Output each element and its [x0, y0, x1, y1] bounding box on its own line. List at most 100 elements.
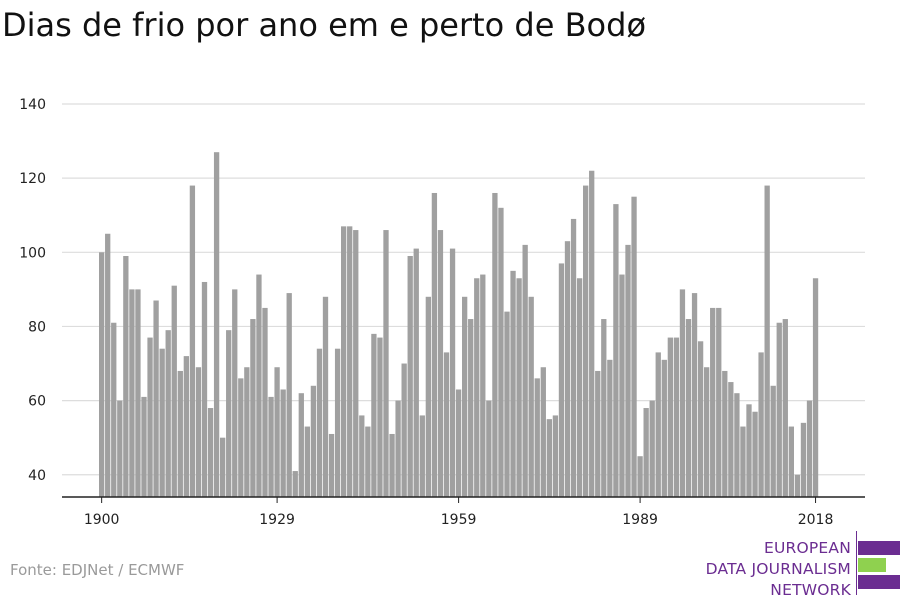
bar-2009	[758, 352, 764, 497]
x-tick-label: 1959	[441, 512, 477, 528]
bar-1964	[486, 400, 492, 497]
chart-title: Dias de frio por ano em e perto de Bodø	[2, 6, 647, 44]
bar-1949	[395, 400, 401, 497]
bar-1959	[455, 389, 462, 497]
bar-2010	[764, 185, 770, 497]
bar-1936	[316, 348, 323, 497]
bar-1955	[431, 192, 438, 497]
bar-2012	[776, 322, 782, 497]
bar-1921	[226, 330, 232, 497]
bar-1989	[637, 456, 643, 497]
bar-1968	[510, 270, 516, 497]
bar-1906	[135, 289, 141, 497]
bar-1963	[480, 274, 486, 497]
bar-1931	[286, 293, 292, 497]
bar-1956	[437, 230, 444, 497]
x-tick-label: 1929	[259, 512, 295, 528]
x-tick-label: 1900	[84, 512, 120, 528]
bar-1907	[141, 396, 147, 497]
bar-1958	[449, 248, 456, 497]
bar-2008	[752, 411, 758, 497]
bar-1927	[262, 307, 268, 497]
bar-1951	[407, 256, 413, 497]
bar-1977	[564, 241, 571, 497]
x-axis: 1900 1929 1959 1989 2018	[62, 496, 865, 528]
bar-1928	[268, 396, 274, 497]
bar-1910	[159, 348, 165, 497]
bar-1979	[576, 278, 583, 497]
bar-1967	[504, 311, 510, 497]
y-tick-label: 40	[28, 468, 46, 484]
bar-2014	[788, 426, 794, 497]
bar-1939	[334, 348, 341, 497]
bar-1962	[474, 278, 480, 497]
bar-1917	[201, 281, 208, 497]
bar-1926	[256, 274, 262, 497]
bar-1916	[195, 367, 202, 497]
edjnet-logo-text: EUROPEAN DATA JOURNALISM NETWORK	[690, 538, 851, 601]
bars	[99, 152, 819, 498]
bar-1943	[359, 415, 365, 497]
bar-1971	[528, 296, 534, 497]
bar-2015	[794, 474, 801, 497]
bar-1954	[425, 296, 431, 497]
bar-1914	[183, 356, 189, 497]
bar-1986	[619, 274, 625, 497]
x-tick-label: 2018	[798, 512, 834, 528]
bar-1937	[322, 296, 329, 497]
y-tick-label: 100	[19, 245, 46, 261]
bar-1976	[558, 263, 565, 497]
bar-2013	[782, 319, 788, 497]
bar-1952	[413, 248, 419, 497]
bar-1925	[250, 319, 256, 497]
bar-1972	[534, 378, 540, 497]
y-tick-label: 60	[28, 394, 46, 410]
x-tick-label: 1989	[622, 512, 658, 528]
source-note: Fonte: EDJNet / ECMWF	[10, 561, 185, 579]
bar-1900	[99, 252, 105, 497]
bar-2016	[800, 422, 807, 497]
bar-1991	[649, 400, 655, 497]
bar-2018	[812, 278, 819, 497]
bar-1993	[661, 359, 667, 497]
bar-1973	[540, 367, 546, 497]
bar-1924	[244, 367, 250, 497]
bar-1965	[492, 192, 498, 497]
bar-1960	[462, 296, 468, 497]
bar-1997	[685, 319, 692, 497]
bar-1904	[123, 256, 129, 497]
bar-1938	[328, 433, 335, 497]
bar-1987	[625, 244, 631, 497]
bar-1990	[643, 408, 649, 497]
bar-1944	[365, 426, 371, 497]
bar-2001	[710, 307, 716, 497]
bar-2005	[734, 393, 740, 497]
logo-bar-purple-top	[858, 541, 900, 555]
bar-1981	[589, 170, 595, 498]
bar-1923	[238, 378, 244, 497]
bar-1908	[147, 337, 153, 497]
y-tick-label: 120	[19, 171, 46, 187]
bar-1953	[419, 415, 425, 497]
bar-1932	[292, 471, 298, 497]
bar-2002	[716, 307, 722, 497]
bar-1980	[583, 185, 589, 497]
bar-1996	[679, 289, 686, 497]
bar-1948	[389, 433, 395, 497]
y-tick-label: 140	[19, 97, 46, 113]
bar-1929	[274, 367, 280, 497]
bar-1942	[353, 230, 359, 497]
logo-line-2: DATA JOURNALISM	[705, 560, 851, 578]
bar-1918	[207, 408, 214, 497]
bar-1985	[613, 204, 619, 498]
y-axis-ticks: 40 60 80 100 120 140	[19, 97, 46, 484]
bar-1994	[667, 337, 673, 497]
bar-1913	[177, 370, 183, 497]
bar-1992	[655, 352, 661, 497]
bar-1975	[552, 415, 559, 497]
bar-1901	[105, 233, 111, 497]
bar-1911	[165, 330, 171, 497]
bar-1983	[601, 319, 607, 497]
bar-1915	[189, 185, 196, 497]
